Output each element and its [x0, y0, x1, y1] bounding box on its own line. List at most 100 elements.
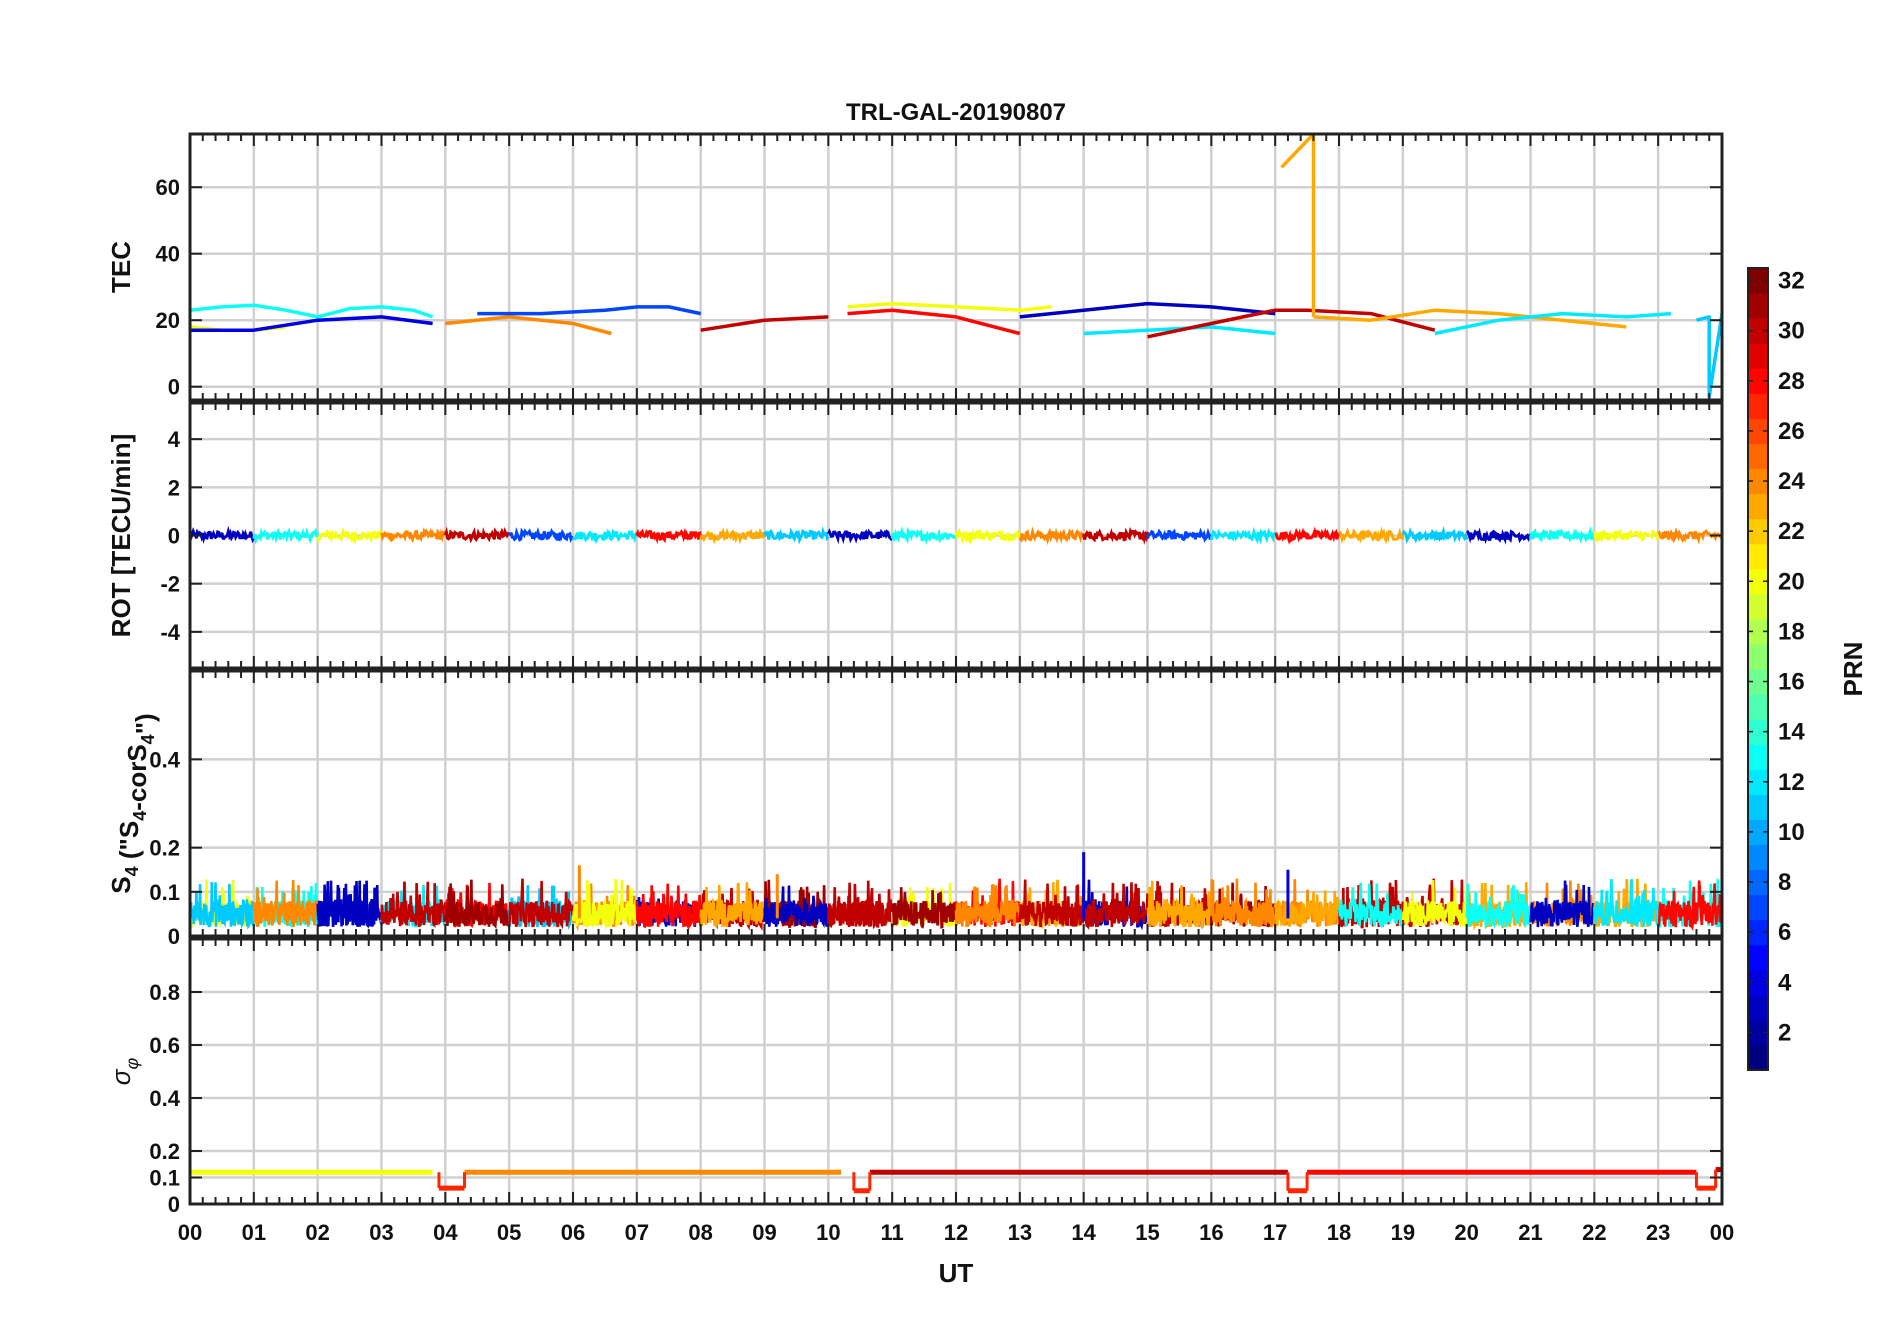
y-axis-label-part: S [106, 876, 136, 893]
colorbar-cell [1748, 343, 1768, 369]
y-tick-label: 20 [156, 308, 180, 333]
series-line-prn-3 [1019, 301, 1276, 319]
colorbar-cell [1748, 969, 1768, 996]
y-tick-label: 0 [168, 375, 180, 400]
series-line-prn-12 [1593, 878, 1660, 927]
colorbar-cell [1748, 393, 1768, 419]
colorbar-cell [1748, 994, 1768, 1021]
colorbar-tick-label: 32 [1778, 268, 1805, 295]
colorbar-cell [1748, 518, 1768, 545]
y-tick-label: 0 [168, 1192, 180, 1217]
series-line-prn-23 [1338, 526, 1405, 545]
x-tick-label: 23 [1646, 1220, 1670, 1245]
colorbar-cell [1748, 318, 1768, 344]
colorbar-cell [1748, 844, 1768, 871]
colorbar-cell [1748, 919, 1768, 946]
x-tick-label: 20 [1454, 1220, 1478, 1245]
series-line-prn-24 [445, 315, 612, 336]
series-line-prn-28 [1657, 880, 1722, 931]
series-line-prn-28 [847, 308, 1021, 336]
colorbar-tick-label: 18 [1778, 618, 1805, 645]
series-line-prn-13 [190, 303, 434, 319]
series-line-prn-24 [954, 884, 1022, 928]
colorbar-frame [1747, 267, 1769, 1071]
y-tick-label: 2 [168, 475, 180, 500]
y-axis-label: TEC [106, 241, 136, 293]
y-axis-label-part: ("S [114, 821, 144, 867]
panel-rot: -4 -2 0 2 4 ROT [TECU/min] [106, 401, 1724, 670]
y-axis-label-part: -corS [122, 744, 152, 810]
x-tick-label: 04 [433, 1220, 458, 1245]
panel-tec: 0 20 40 60 TEC [106, 132, 1724, 402]
series-line-prn-20 [316, 527, 383, 545]
colorbar-cell [1748, 493, 1768, 520]
series-line-prn-20 [1592, 528, 1660, 544]
y-axis-label-subscript: 4 [130, 811, 150, 821]
y-tick-label: 0.1 [149, 1166, 180, 1191]
y-axis-label-subscript: 4 [138, 734, 158, 744]
x-tick-label: 07 [625, 1220, 649, 1245]
series-line-prn-12 [1434, 311, 1672, 336]
x-tick-label: 06 [561, 1220, 585, 1245]
x-tick-label: 03 [369, 1220, 393, 1245]
colorbar-cell [1748, 869, 1768, 896]
y-axis-label-phi: φ [122, 1058, 142, 1070]
x-tick-label: 17 [1263, 1220, 1287, 1245]
y-tick-label: 0.6 [149, 1033, 180, 1058]
colorbar-cell [1748, 468, 1768, 495]
colorbar-tick-label: 10 [1778, 819, 1805, 846]
colorbar-cell [1748, 368, 1768, 394]
colorbar-cell [1748, 443, 1768, 470]
x-tick-label: 02 [305, 1220, 329, 1245]
series-line-prn-23 [699, 882, 766, 928]
series-line-prn-20 [954, 527, 1022, 546]
x-tick-label: 16 [1199, 1220, 1223, 1245]
x-tick-label: 08 [688, 1220, 712, 1245]
x-tick-label: 09 [752, 1220, 776, 1245]
series-line-prn-4 [190, 315, 433, 332]
colorbar-label: PRN [1838, 642, 1868, 697]
colorbar-cell [1748, 268, 1768, 294]
y-tick-label: 0.2 [149, 1139, 180, 1164]
y-tick-label: 0.8 [149, 980, 180, 1005]
colorbar-tick-label: 2 [1778, 1019, 1791, 1046]
series-line-prn-13 [252, 527, 320, 545]
colorbar-cell [1748, 694, 1768, 720]
series-line-prn-7 [477, 305, 702, 316]
y-tick-label: 0.2 [149, 836, 180, 861]
colorbar-cell [1748, 1044, 1768, 1071]
colorbar-cell [1748, 894, 1768, 921]
series-line-prn-3 [1529, 880, 1596, 928]
plot-area [190, 525, 1722, 546]
series-line-prn-3 [316, 880, 383, 929]
x-tick-label: 14 [1071, 1220, 1096, 1245]
y-tick-label: 40 [156, 242, 180, 267]
x-tick-label: 19 [1391, 1220, 1415, 1245]
y-axis-label: S4 ("S4-corS4") [106, 713, 160, 893]
y-tick-label: 0 [168, 924, 180, 949]
colorbar-tick-label: 26 [1778, 418, 1805, 445]
series-line-prn-11 [1401, 525, 1469, 544]
x-axis-label: UT [939, 1258, 974, 1288]
series-line-prn-13 [1337, 882, 1405, 929]
colorbar-cell [1748, 293, 1768, 319]
panel-s4: 00.10.20.4S4 ("S4-corS4") [106, 669, 1724, 949]
colorbar-tick-label: 28 [1778, 368, 1805, 395]
series-line-prn-30 [507, 878, 575, 930]
x-tick-label: 11 [881, 1220, 904, 1245]
plot-area [190, 852, 1722, 932]
series-line-prn-3 [190, 525, 256, 544]
series-line-prn-28 [1274, 526, 1341, 546]
series-line-prn-30 [1018, 879, 1085, 928]
series-line-prn-20 [847, 301, 1052, 312]
series-line-prn-12 [572, 528, 639, 545]
colorbar-tick-label: 14 [1778, 719, 1805, 746]
series-line-prn-20 [1401, 879, 1468, 928]
colorbar-cell [1748, 1019, 1768, 1046]
series-line-prn-13 [1529, 525, 1596, 544]
series-line-prn-30 [443, 526, 511, 544]
x-tick-label: 10 [816, 1220, 840, 1245]
colorbar-cell [1748, 418, 1768, 445]
